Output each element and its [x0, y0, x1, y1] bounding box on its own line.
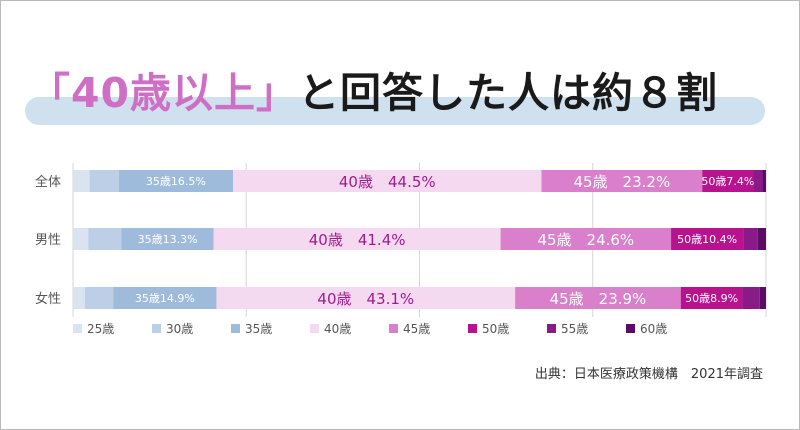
bar-segment	[84, 287, 114, 309]
category-label: 男性	[35, 233, 61, 248]
bar-segment	[759, 287, 766, 309]
bar-segment	[541, 170, 703, 192]
legend-swatch	[152, 324, 161, 333]
bar-segment	[233, 170, 542, 192]
category-label: 女性	[35, 291, 61, 307]
bar-segment	[671, 228, 744, 250]
bar-segment	[213, 228, 501, 250]
data-label: 50歳10.4%	[677, 233, 737, 246]
data-label: 45歳 23.9%	[550, 290, 647, 308]
legend-label: 55歳	[561, 322, 588, 336]
bar-segment	[73, 228, 89, 250]
data-label: 35歳14.9%	[135, 292, 195, 305]
bar-segment	[753, 170, 763, 192]
legend-label: 30歳	[166, 322, 193, 336]
legend-swatch	[231, 324, 240, 333]
bar-segment	[757, 228, 766, 250]
legend-label: 45歳	[403, 322, 430, 336]
data-label: 45歳 23.2%	[573, 173, 670, 191]
bar-segment	[743, 228, 758, 250]
legend-swatch	[73, 324, 82, 333]
bar-segment	[113, 287, 217, 309]
legend-swatch	[626, 324, 635, 333]
data-label: 40歳 43.1%	[317, 290, 414, 308]
data-label: 35歳16.5%	[146, 175, 206, 188]
legend-label: 40歳	[324, 322, 351, 336]
title-rest: と回答した人は約８割	[298, 69, 719, 117]
legend-swatch	[547, 324, 556, 333]
data-label: 45歳 24.6%	[537, 231, 634, 249]
bar-segment	[762, 170, 766, 192]
bar-segment	[742, 287, 760, 309]
legend-swatch	[468, 324, 477, 333]
stacked-bar-chart: 全体 35歳16.5% 40歳 44.5% 45歳 23.2% 50歳7.4% 男性 35歳…	[35, 163, 767, 336]
bar-segment	[680, 287, 743, 309]
data-label: 35歳13.3%	[138, 233, 198, 246]
legend-swatch	[389, 324, 398, 333]
bar-segment	[88, 228, 122, 250]
source-note: 出典：日本医療政策機構 2021年調査	[534, 367, 763, 382]
chart-title: 「40歳以上」と回答した人は約８割	[29, 59, 718, 119]
data-label: 50歳7.4%	[701, 175, 754, 188]
legend-label: 60歳	[640, 322, 667, 336]
legend-label: 35歳	[245, 322, 272, 336]
bar-segment	[89, 170, 119, 192]
bar-segment	[515, 287, 681, 309]
category-label: 全体	[35, 174, 61, 190]
bar-segment	[73, 287, 85, 309]
title-highlight: 「40歳以上」	[29, 69, 299, 117]
legend-label: 50歳	[482, 322, 509, 336]
bar-segment	[216, 287, 516, 309]
bar-segment	[73, 170, 90, 192]
bar-segment	[121, 228, 214, 250]
data-label: 50歳8.9%	[685, 292, 738, 305]
bar-segment	[500, 228, 672, 250]
data-label: 40歳 44.5%	[339, 173, 436, 191]
legend-label: 25歳	[87, 322, 114, 336]
title-underline-band	[25, 97, 765, 125]
legend-swatch	[310, 324, 319, 333]
data-label: 40歳 41.4%	[309, 231, 406, 249]
bar-segment	[702, 170, 754, 192]
bar-segment	[118, 170, 234, 192]
